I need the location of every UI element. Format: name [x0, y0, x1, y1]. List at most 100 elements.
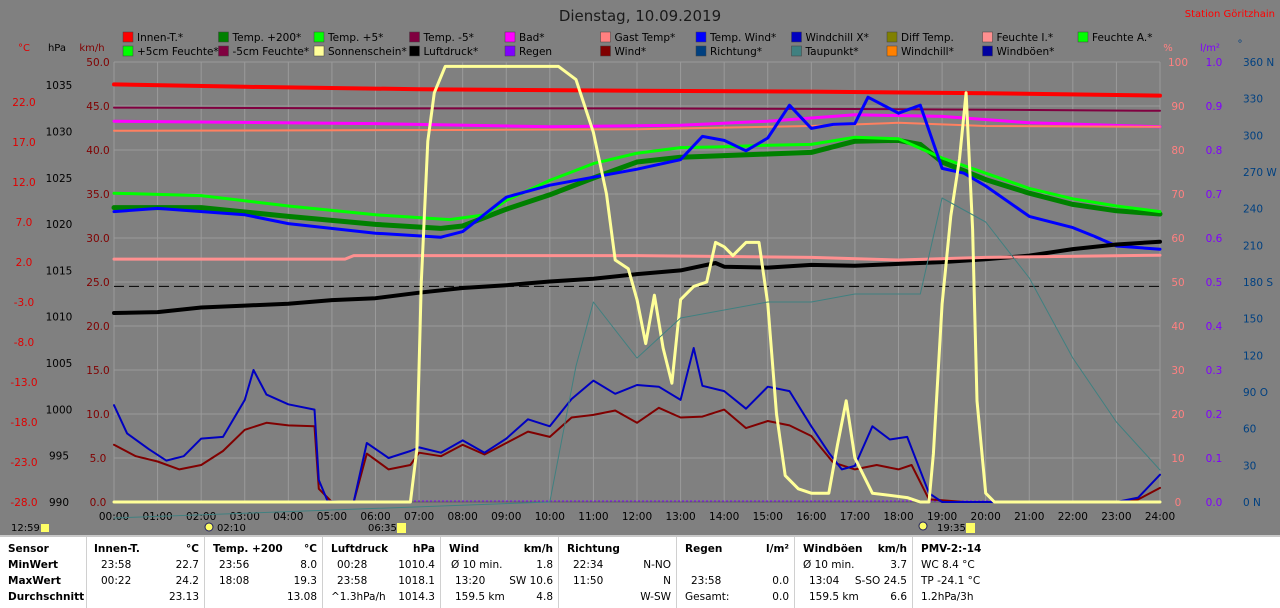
rain-tick: 0.5	[1206, 277, 1223, 289]
series-line	[113, 197, 1161, 519]
sun-time-left: 12:59	[11, 523, 40, 534]
legend-swatch	[1077, 31, 1089, 43]
series-line	[111, 137, 1163, 231]
grid	[113, 61, 1161, 503]
richtung-max-time: 11:50	[573, 575, 604, 587]
luftdruck-title: Luftdruck	[331, 543, 389, 555]
wind-tick: 20.0	[86, 321, 109, 333]
richtung-avg-val: W-SW	[640, 591, 671, 603]
temp-unit: °C	[18, 43, 30, 54]
temp-tick: 12.0	[12, 177, 35, 189]
col-wind: Wind km/h Ø 10 min. 1.8 13:20 SW 10.6 15…	[440, 537, 559, 608]
time-tick: 13:00	[665, 511, 695, 523]
sun-marker-set1	[966, 523, 975, 533]
legend-label: Windböen*	[997, 46, 1055, 58]
axis-ticks: 22.0 17.0 12.0 7.0 2.0 -3.0 -8.0 -13.0 -18.0 -23.…	[10, 57, 1277, 523]
legend-label: Taupunkt*	[805, 46, 859, 58]
legend-swatch	[409, 31, 420, 43]
time-tick: 24:00	[1145, 511, 1175, 523]
series-line	[113, 106, 1161, 112]
legend: Innen-T.* Temp. +200* Temp. +5* Temp. -5* Ba…	[122, 31, 1153, 58]
legend-label: -5cm Feuchte*	[233, 46, 310, 58]
pmv-row-wc: WC 8.4 °C	[921, 559, 975, 571]
legend-swatch	[982, 31, 993, 43]
legend-swatch	[791, 45, 802, 57]
time-tick: 08:00	[448, 511, 478, 523]
moon-icon	[204, 522, 214, 532]
series-line	[112, 253, 1162, 262]
series-lines	[111, 64, 1163, 519]
hum-tick: 0	[1175, 497, 1182, 509]
dir-tick: 60	[1243, 424, 1256, 436]
rain-tick: 0.2	[1206, 409, 1223, 421]
time-tick: 22:00	[1058, 511, 1088, 523]
luftdruck-avg-val: 1014.3	[398, 591, 435, 603]
time-tick: 19:00	[927, 511, 957, 523]
wind-tick: 5.0	[90, 453, 107, 465]
sun-time-set1: 19:35	[937, 523, 966, 534]
sun-marker-left	[41, 524, 49, 532]
press-tick: 1005	[46, 358, 73, 370]
time-tick: 21:00	[1014, 511, 1044, 523]
dir-tick: 120	[1243, 350, 1263, 362]
boeen-title: Windböen	[803, 543, 863, 555]
innen-title: Innen-T.	[94, 543, 140, 555]
press-tick: 1025	[46, 173, 73, 185]
dir-tick: 0 N	[1243, 497, 1261, 509]
time-tick: 05:00	[317, 511, 347, 523]
station-label: Station Göritzhain	[1185, 9, 1275, 20]
pmv-row-trend: 1.2hPa/3h	[921, 591, 974, 603]
wind-unit: km/h	[79, 43, 104, 54]
press-unit: hPa	[48, 43, 66, 54]
series-line	[112, 113, 1162, 129]
legend-swatch	[218, 45, 229, 57]
temp-tick: -3.0	[14, 297, 35, 309]
legend-swatch	[313, 45, 325, 57]
sensor-row-avg: Durchschnitt	[8, 591, 85, 603]
rain-tick: 0.4	[1206, 321, 1223, 333]
regen-max-val: 0.0	[772, 575, 789, 587]
boeen-unit: km/h	[877, 543, 907, 555]
rain-tick: 0.7	[1206, 189, 1223, 201]
hum-tick: 70	[1171, 189, 1184, 201]
dir-tick: 210	[1243, 240, 1263, 252]
temp200-min-time: 23:56	[219, 559, 250, 571]
sun-time-rise1: 02:10	[217, 523, 246, 534]
wind-tick: 30.0	[86, 233, 109, 245]
col-boeen: Windböen km/h Ø 10 min. 3.7 13:04 S-SO 2…	[794, 537, 913, 608]
wind-tick: 35.0	[86, 189, 109, 201]
time-tick: 06:00	[360, 511, 390, 523]
boeen-min-val: 3.7	[890, 559, 907, 571]
dir-tick: 360 N	[1243, 57, 1274, 69]
legend-swatch	[122, 45, 134, 57]
rain-tick: 0.6	[1206, 233, 1223, 245]
temp-tick: 2.0	[16, 257, 33, 269]
sensor-title: Sensor	[8, 543, 49, 555]
hum-tick: 40	[1171, 321, 1184, 333]
rain-tick: 1.0	[1206, 57, 1223, 69]
legend-label: Sonnenschein*	[328, 46, 407, 58]
boeen-max-time: 13:04	[809, 575, 840, 587]
innen-min-time: 23:58	[101, 559, 132, 571]
time-tick: 11:00	[578, 511, 608, 523]
temp-tick: -8.0	[14, 337, 35, 349]
wind-avg-val: 4.8	[536, 591, 553, 603]
luftdruck-trend: ^1.3hPa/h	[331, 591, 386, 603]
wind-tick: 0.0	[90, 497, 107, 509]
temp-tick: -18.0	[10, 417, 37, 429]
legend-swatch	[600, 45, 611, 57]
dir-tick: 330	[1243, 94, 1263, 106]
regen-total-label: Gesamt:	[685, 591, 730, 603]
wind-distance: 159.5 km	[455, 591, 505, 603]
dir-tick: 30	[1243, 460, 1256, 472]
legend-swatch	[982, 45, 993, 57]
hum-tick: 20	[1171, 409, 1184, 421]
time-tick: 18:00	[883, 511, 913, 523]
wind-min-label: Ø 10 min.	[451, 559, 503, 571]
innen-max-val: 24.2	[175, 575, 199, 587]
legend-swatch	[218, 31, 229, 43]
time-tick: 23:00	[1101, 511, 1131, 523]
sensor-row-min: MinWert	[8, 559, 59, 571]
legend-label: Temp. Wind*	[709, 32, 776, 44]
time-tick: 07:00	[404, 511, 434, 523]
